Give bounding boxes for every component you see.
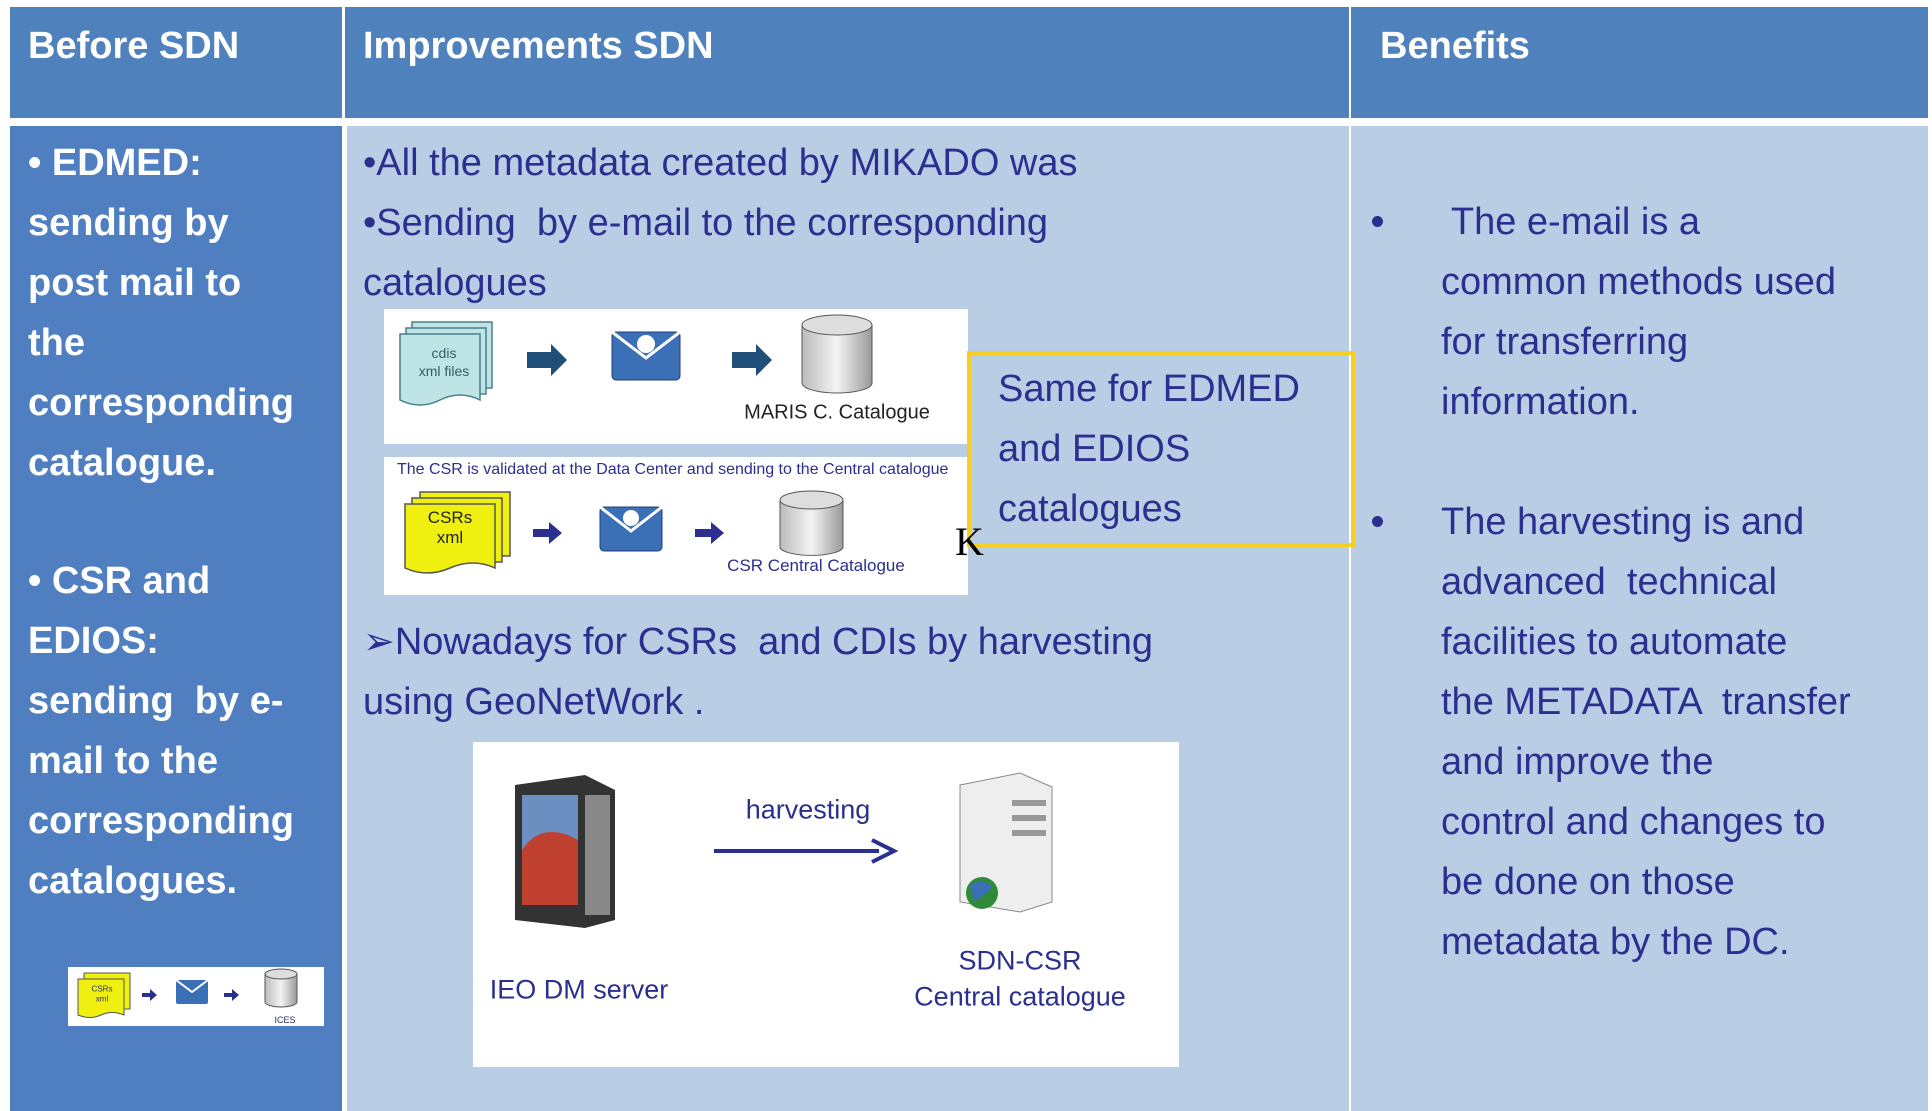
body-cell [10,126,342,1111]
doc-stack-icon [404,491,511,574]
before-line: • EDMED: [28,142,202,184]
header-cell [345,7,1349,118]
improvement-line: catalogues [363,262,547,304]
benefit-line: metadata by the DC. [1441,921,1790,963]
before-line: post mail to [28,262,242,304]
header-cell [1351,7,1928,118]
diagram-label: CSRs [91,984,113,994]
diagram-caption: The CSR is validated at the Data Center … [397,461,949,478]
database-icon [801,314,873,394]
benefit-line: the METADATA transfer [1441,681,1851,723]
arrow [533,522,562,544]
column-header: Before SDN [28,25,240,67]
arrow [224,989,239,1001]
callout-line: and EDIOS [998,428,1191,470]
diagram-label: CSR Central Catalogue [727,556,905,575]
diagram-label: SDN-CSR [958,945,1082,976]
server-icon [515,775,615,928]
arrow [142,989,157,1001]
server-icon [959,772,1053,913]
arrow [527,344,567,376]
before-line: catalogues. [28,860,238,902]
diagram-label: xml [436,528,464,547]
benefit-line: The harvesting is and [1441,501,1805,543]
benefit-line: for transferring [1441,321,1689,363]
benefit-line: common methods used [1441,261,1836,303]
column-header: Improvements SDN [363,25,714,67]
email-icon [175,979,209,1004]
callout-line: Same for EDMED [998,368,1300,410]
bullet [1372,216,1383,227]
before-line: sending by e- [28,680,284,722]
benefit-line: control and changes to [1441,801,1826,843]
benefit-line: The e-mail is a [1441,201,1701,243]
header-cell [10,7,342,118]
before-line: catalogue. [28,442,216,484]
bullet [1372,516,1383,527]
benefit-line: facilities to automate [1441,621,1788,663]
improvement-line: ➢Nowadays for CSRs and CDIs by harvestin… [363,621,1154,663]
benefit-line: and improve the [1441,741,1714,783]
diagram-label: harvesting [745,794,871,825]
doc-stack-icon [399,321,493,406]
diagram-label: xml [95,994,109,1004]
before-line: EDIOS: [28,620,159,662]
diagram-label: ICES [274,1015,296,1025]
benefit-line: be done on those [1441,861,1735,903]
body-cell [1351,126,1928,1111]
doc-stack-icon [77,972,131,1018]
before-line: corresponding [28,382,295,424]
email-icon [611,330,681,381]
benefit-line: advanced technical [1441,561,1777,603]
database-icon [264,968,298,1008]
diagram-label: MARIS C. Catalogue [744,401,930,424]
improvement-line: •All the metadata created by MIKADO was [363,142,1078,184]
column-header: Benefits [1380,25,1530,67]
arrow-head [871,838,899,864]
database-icon [779,490,844,556]
diagram-label: xml files [418,363,470,379]
before-line: mail to the [28,740,219,782]
improvement-line: using GeoNetWork . [363,681,705,723]
diagram-label: IEO DM server [489,974,669,1005]
before-line: corresponding [28,800,295,842]
diagram-label: Central catalogue [914,981,1126,1012]
before-line: • CSR and [28,560,211,602]
benefit-line: information. [1441,381,1640,423]
improvement-line: •Sending by e-mail to the corresponding [363,202,1049,244]
before-line: the [28,322,85,364]
callout-line: catalogues [998,488,1182,530]
stray-mark: K [955,519,984,564]
callout-box [967,351,1355,547]
diagram-label: cdis [431,345,457,361]
before-line: sending by [28,202,229,244]
arrow [732,344,772,376]
arrow [695,522,724,544]
email-icon [599,505,663,552]
diagram-label: CSRs [427,508,473,527]
